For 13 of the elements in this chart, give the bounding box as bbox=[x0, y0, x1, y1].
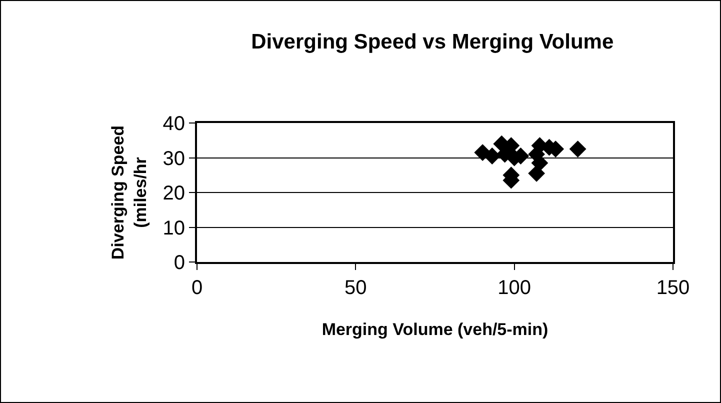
x-tick-label: 100 bbox=[498, 277, 532, 299]
x-axis-title: Merging Volume (veh/5-min) bbox=[322, 320, 548, 339]
x-tick-label: 50 bbox=[344, 277, 367, 299]
y-axis-title: Diverging Speed (miles/hr bbox=[108, 125, 150, 260]
y-tick-label: 10 bbox=[162, 217, 185, 240]
point bbox=[569, 140, 586, 158]
x-tick-label: 150 bbox=[656, 277, 690, 299]
y-tick-label: 40 bbox=[162, 113, 185, 135]
x-tick-label: 0 bbox=[191, 277, 203, 299]
chart-title: Diverging Speed vs Merging Volume bbox=[251, 30, 614, 54]
y-tick-label: 30 bbox=[162, 148, 185, 170]
y-tick-label: 20 bbox=[162, 182, 185, 204]
y-tick-label: 0 bbox=[174, 252, 185, 274]
